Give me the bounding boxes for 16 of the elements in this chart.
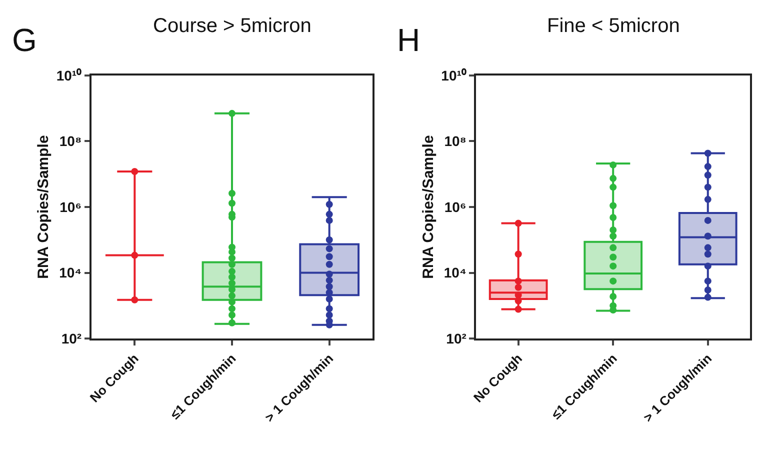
- text: G: [12, 22, 37, 58]
- y-tick-label: 10⁶: [60, 198, 82, 215]
- y-tick-label: 10²: [61, 330, 82, 346]
- y-axis-title: RNA Copies/Sample: [35, 135, 52, 279]
- y-tick-label: 10⁴: [444, 264, 466, 281]
- text: H: [397, 22, 420, 58]
- y-tick-label: 10⁸: [59, 133, 82, 150]
- y-axis-title: RNA Copies/Sample: [420, 135, 437, 279]
- y-tick-label: 10⁴: [59, 264, 82, 281]
- chart-title: Fine < 5micron: [547, 15, 680, 37]
- y-tick-label: 10⁸: [444, 133, 466, 150]
- y-tick-label: 10¹⁰: [56, 67, 82, 84]
- chart-title: Course > 5micron: [153, 15, 312, 37]
- y-tick-label: 10⁶: [444, 198, 466, 215]
- y-tick-label: 10¹⁰: [441, 67, 466, 84]
- y-tick-label: 10²: [446, 330, 467, 346]
